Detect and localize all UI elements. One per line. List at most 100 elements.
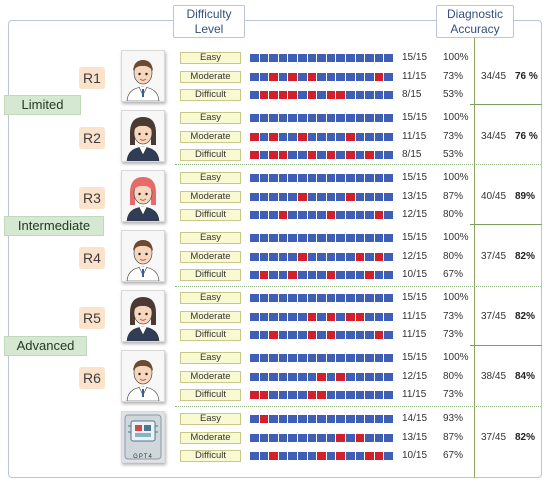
correct-case-square	[355, 53, 365, 62]
correct-case-square	[259, 451, 269, 460]
incorrect-case-square	[278, 210, 288, 219]
correct-case-square	[317, 293, 326, 302]
correct-case-square	[384, 90, 393, 99]
correct-case-square	[346, 353, 355, 362]
row-percent: 100%	[443, 352, 469, 363]
row-percent: 73%	[443, 311, 464, 322]
correct-case-square	[288, 150, 297, 159]
correct-case-square	[317, 150, 326, 159]
female-doctor-avatar	[121, 110, 165, 162]
total-percent-r2: 76 %	[515, 131, 538, 142]
reviewer-label-r4: R4	[79, 247, 105, 269]
difficulty-label-easy: Easy	[180, 292, 241, 304]
correct-case-square	[355, 113, 365, 122]
incorrect-case-square	[336, 372, 345, 381]
correct-case-square	[298, 233, 307, 242]
correct-case-square	[384, 192, 393, 201]
correct-case-square	[355, 90, 365, 99]
correct-case-square	[355, 173, 365, 182]
incorrect-case-square	[269, 451, 278, 460]
correct-case-square	[307, 192, 317, 201]
correct-case-square	[384, 293, 393, 302]
correct-case-square	[346, 390, 355, 399]
correct-case-square	[336, 113, 345, 122]
row-score: 8/15	[402, 149, 422, 160]
correct-case-square	[374, 372, 384, 381]
correct-case-square	[365, 210, 374, 219]
difficulty-label-difficult: Difficult	[180, 329, 241, 341]
incorrect-case-square	[317, 372, 326, 381]
correct-case-square	[336, 150, 345, 159]
correct-case-square	[288, 451, 297, 460]
correct-case-square	[259, 252, 269, 261]
correct-case-square	[374, 312, 384, 321]
correct-case-square	[355, 270, 365, 279]
group-separator	[175, 406, 541, 407]
difficulty-label-moderate: Moderate	[180, 432, 241, 444]
correct-case-square	[336, 330, 345, 339]
difficulty-label-difficult: Difficult	[180, 269, 241, 281]
total-score-r3: 40/45	[481, 191, 507, 202]
correct-case-square	[336, 53, 345, 62]
correct-case-square	[384, 270, 393, 279]
correct-case-square	[355, 72, 365, 81]
row-score: 11/15	[402, 329, 427, 340]
correct-case-square	[336, 233, 345, 242]
difficulty-header-line1: Difficulty	[186, 7, 232, 21]
correct-case-square	[384, 433, 393, 442]
reviewer-separator	[470, 224, 542, 225]
row-percent: 100%	[443, 172, 469, 183]
row-score: 11/15	[402, 311, 427, 322]
correct-case-square	[307, 53, 317, 62]
incorrect-case-square	[326, 90, 336, 99]
correct-case-square	[336, 390, 345, 399]
difficulty-label-difficult: Difficult	[180, 450, 241, 462]
correct-case-square	[326, 53, 336, 62]
correct-case-square	[269, 270, 278, 279]
difficulty-label-easy: Easy	[180, 352, 241, 364]
total-score-r5: 37/45	[481, 311, 507, 322]
correct-case-square	[250, 72, 259, 81]
female-doctor-pink-hair-avatar	[121, 170, 165, 222]
correct-case-square	[317, 113, 326, 122]
correct-case-square	[250, 252, 259, 261]
correct-case-square	[288, 330, 297, 339]
correct-case-square	[278, 312, 288, 321]
correct-case-square	[374, 192, 384, 201]
correct-case-square	[317, 173, 326, 182]
correct-case-square	[346, 113, 355, 122]
correct-case-square	[355, 390, 365, 399]
difficulty-label-moderate: Moderate	[180, 71, 241, 83]
correct-case-square	[326, 72, 336, 81]
correct-case-square	[365, 353, 374, 362]
correct-case-square	[269, 390, 278, 399]
total-percent-r4: 82%	[515, 251, 536, 262]
correct-case-square	[355, 233, 365, 242]
correct-case-square	[250, 113, 259, 122]
total-score-r4: 37/45	[481, 251, 507, 262]
correct-case-square	[298, 90, 307, 99]
incorrect-case-square	[269, 72, 278, 81]
correct-case-square	[374, 90, 384, 99]
incorrect-case-square	[355, 433, 365, 442]
row-score: 13/15	[402, 191, 428, 202]
incorrect-case-square	[374, 210, 384, 219]
correct-case-square	[336, 192, 345, 201]
correct-case-square	[307, 353, 317, 362]
difficulty-header-line2: Level	[194, 22, 224, 36]
correct-case-square	[355, 293, 365, 302]
correct-case-square	[307, 173, 317, 182]
correct-case-square	[355, 210, 365, 219]
correct-case-square	[250, 90, 259, 99]
correct-case-square	[365, 330, 374, 339]
row-score: 15/15	[402, 112, 428, 123]
correct-case-square	[317, 270, 326, 279]
correct-case-square	[346, 233, 355, 242]
correct-case-square	[288, 192, 297, 201]
correct-case-square	[298, 433, 307, 442]
correct-case-square	[250, 210, 259, 219]
correct-case-square	[317, 330, 326, 339]
correct-case-square	[288, 173, 297, 182]
correct-case-square	[346, 252, 355, 261]
correct-case-square	[278, 330, 288, 339]
